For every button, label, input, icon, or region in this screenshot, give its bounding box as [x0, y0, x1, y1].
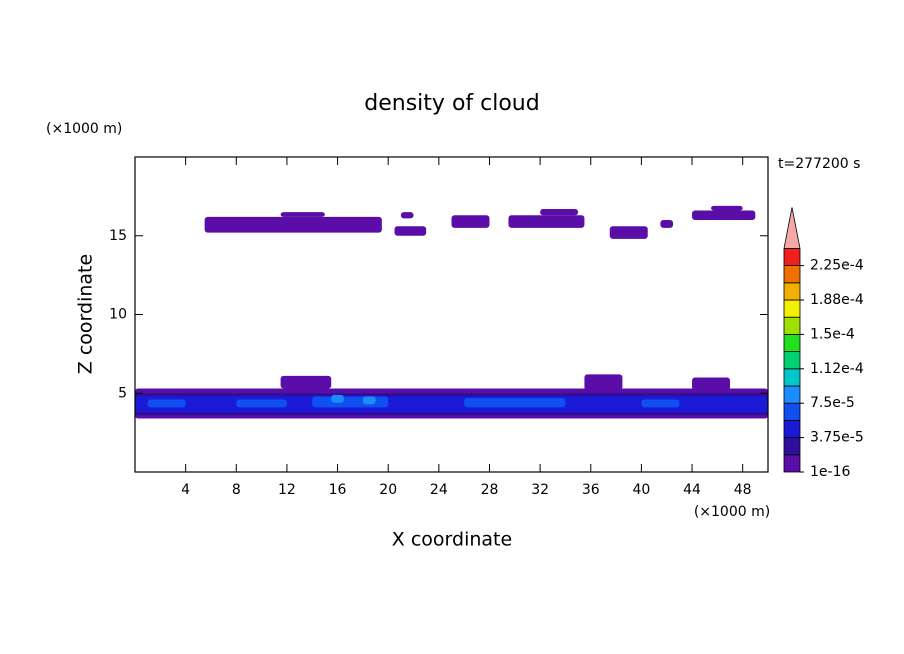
contour-region	[641, 399, 680, 408]
chart-title: density of cloud	[364, 91, 539, 116]
colorbar-label: 1.88e-4	[810, 292, 864, 308]
colorbar-box	[783, 385, 801, 404]
y-tick-label: 15	[109, 228, 127, 244]
contour-region	[280, 212, 325, 217]
colorbar-label: 2.25e-4	[810, 258, 864, 274]
colorbar-box	[783, 316, 801, 335]
contour-region	[692, 377, 731, 391]
x-tick-label: 36	[582, 482, 600, 498]
contour-region	[692, 210, 756, 220]
colorbar-box	[783, 247, 801, 266]
y-tick-label: 5	[118, 385, 127, 401]
x-tick-label: 44	[683, 482, 701, 498]
annotation: t=277200 s	[778, 156, 860, 172]
contour-region	[331, 394, 344, 403]
x-tick-label: 48	[734, 482, 752, 498]
colorbar-box	[783, 419, 801, 438]
contour-region	[135, 396, 768, 413]
plot-frame	[134, 156, 769, 473]
x-tick-label: 12	[278, 482, 296, 498]
contour-region	[147, 399, 186, 408]
contour-region	[204, 216, 382, 233]
colorbar-label: 1.12e-4	[810, 361, 864, 377]
contour-region	[711, 205, 743, 211]
colorbar-label: 1e-16	[810, 464, 850, 480]
y-axis-label: Z coordinate	[75, 254, 97, 374]
x-tick-label: 4	[181, 482, 190, 498]
contour-region	[584, 374, 623, 391]
colorbar-box	[783, 454, 801, 473]
colorbar-label: 7.5e-5	[810, 395, 855, 411]
y-unit: (×1000 m)	[46, 121, 122, 137]
colorbar-box	[783, 402, 801, 421]
colorbar-box	[783, 333, 801, 352]
x-tick-label: 32	[531, 482, 549, 498]
contour-region	[540, 208, 579, 216]
contour-region	[464, 397, 566, 408]
contour-region	[394, 226, 427, 236]
x-unit: (×1000 m)	[694, 504, 770, 520]
contour-region	[660, 220, 674, 228]
colorbar-label: 3.75e-5	[810, 430, 864, 446]
contour-region	[451, 215, 490, 228]
contour-region	[280, 375, 332, 389]
contour-region	[400, 212, 414, 219]
colorbar-label: 1.5e-4	[810, 326, 855, 342]
x-axis-label: X coordinate	[392, 529, 512, 551]
contour-region	[609, 226, 648, 239]
contour-region	[236, 399, 287, 408]
colorbar-box	[783, 282, 801, 301]
contour-region	[362, 396, 376, 405]
colorbar-over	[783, 207, 801, 249]
x-tick-label: 20	[379, 482, 397, 498]
x-tick-label: 28	[481, 482, 499, 498]
colorbar-box	[783, 351, 801, 370]
contour-region	[508, 215, 585, 228]
colorbar-box	[783, 265, 801, 284]
x-tick-label: 40	[632, 482, 650, 498]
x-tick-label: 8	[232, 482, 241, 498]
colorbar-box	[783, 437, 801, 456]
y-tick-label: 10	[109, 307, 127, 323]
colorbar-box	[783, 299, 801, 318]
contour-region	[312, 396, 389, 408]
x-tick-label: 16	[329, 482, 347, 498]
x-tick-label: 24	[430, 482, 448, 498]
colorbar-box	[783, 368, 801, 387]
